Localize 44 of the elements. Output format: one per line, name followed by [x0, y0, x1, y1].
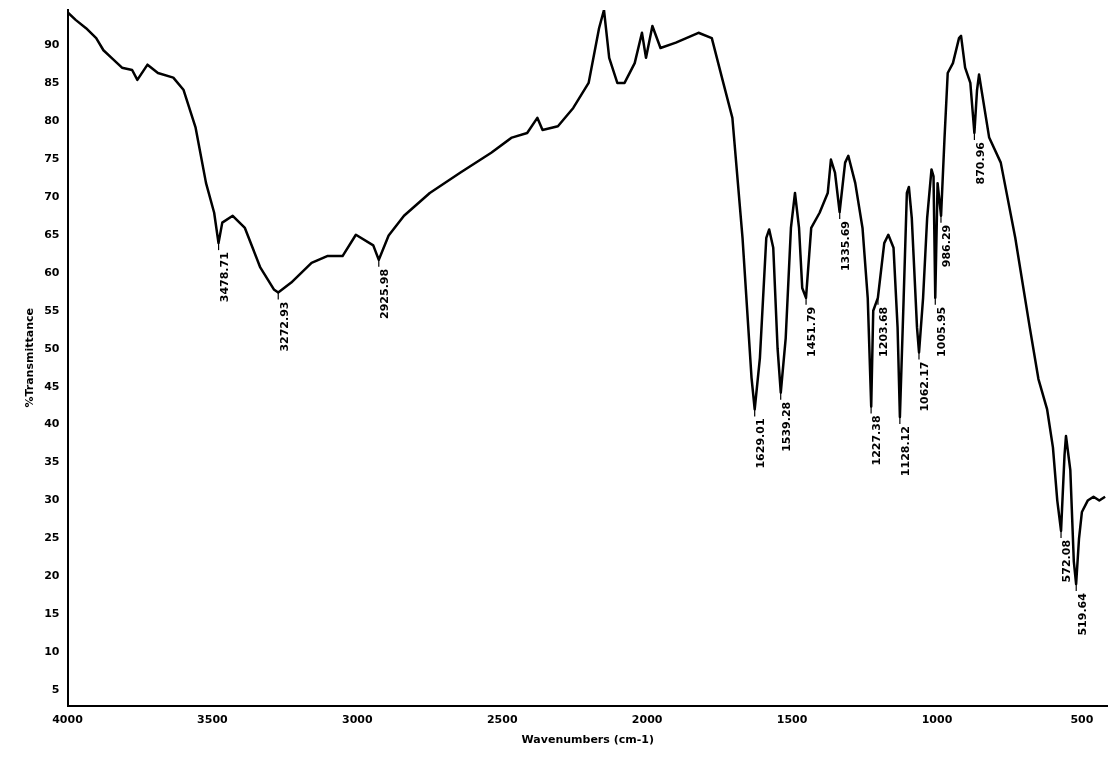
y-tick-label: 55 — [44, 303, 60, 317]
y-tick-label: 70 — [44, 189, 60, 203]
x-tick-label: 1000 — [921, 713, 953, 727]
x-tick-label: 2000 — [631, 713, 663, 727]
annotation: 572.08 — [1060, 539, 1074, 583]
x-tick-label: 2500 — [486, 713, 518, 727]
y-axis-title: %Transmittance — [23, 308, 37, 408]
y-tick-label: 20 — [44, 569, 60, 583]
y-tick-label: 10 — [44, 645, 60, 659]
annotation: 870.96 — [973, 141, 987, 185]
x-tick-label: 1500 — [776, 713, 808, 727]
y-tick-label: 50 — [44, 341, 60, 355]
y-tick-label: 35 — [44, 455, 60, 469]
x-tick-label: 500 — [1070, 713, 1094, 727]
annotation: 2925.98 — [378, 268, 392, 319]
y-tick-label: 5 — [51, 683, 60, 697]
y-tick-label: 30 — [44, 493, 60, 507]
y-tick-label: 60 — [44, 265, 60, 279]
annotation: 1335.69 — [839, 221, 853, 272]
annotation: 1629.01 — [754, 418, 768, 469]
annotation: 1005.95 — [934, 306, 948, 357]
y-tick-label: 85 — [44, 75, 60, 89]
annotation: 1227.38 — [870, 415, 884, 466]
annotation: 3272.93 — [277, 301, 291, 352]
y-tick-label: 75 — [44, 151, 60, 165]
y-tick-label: 40 — [44, 417, 60, 431]
annotation: 1203.68 — [877, 306, 891, 357]
annotation: 1539.28 — [780, 401, 794, 452]
x-tick-label: 4000 — [52, 713, 84, 727]
y-tick-label: 80 — [44, 113, 60, 127]
y-tick-label: 90 — [44, 37, 60, 51]
annotation: 1451.79 — [805, 306, 819, 357]
y-tick-label: 65 — [44, 227, 60, 241]
y-tick-label: 45 — [44, 379, 60, 393]
annotation: 1062.17 — [918, 361, 932, 412]
annotation: 986.29 — [940, 224, 954, 268]
annotation: 519.64 — [1075, 592, 1089, 636]
x-tick-label: 3500 — [197, 713, 229, 727]
x-axis-title: Wavenumbers (cm-1) — [521, 733, 654, 747]
x-tick-label: 3000 — [342, 713, 373, 727]
annotation: 1128.12 — [899, 426, 913, 477]
annotation: 3478.71 — [217, 252, 231, 303]
y-tick-label: 15 — [44, 607, 60, 621]
y-tick-label: 25 — [44, 531, 60, 545]
